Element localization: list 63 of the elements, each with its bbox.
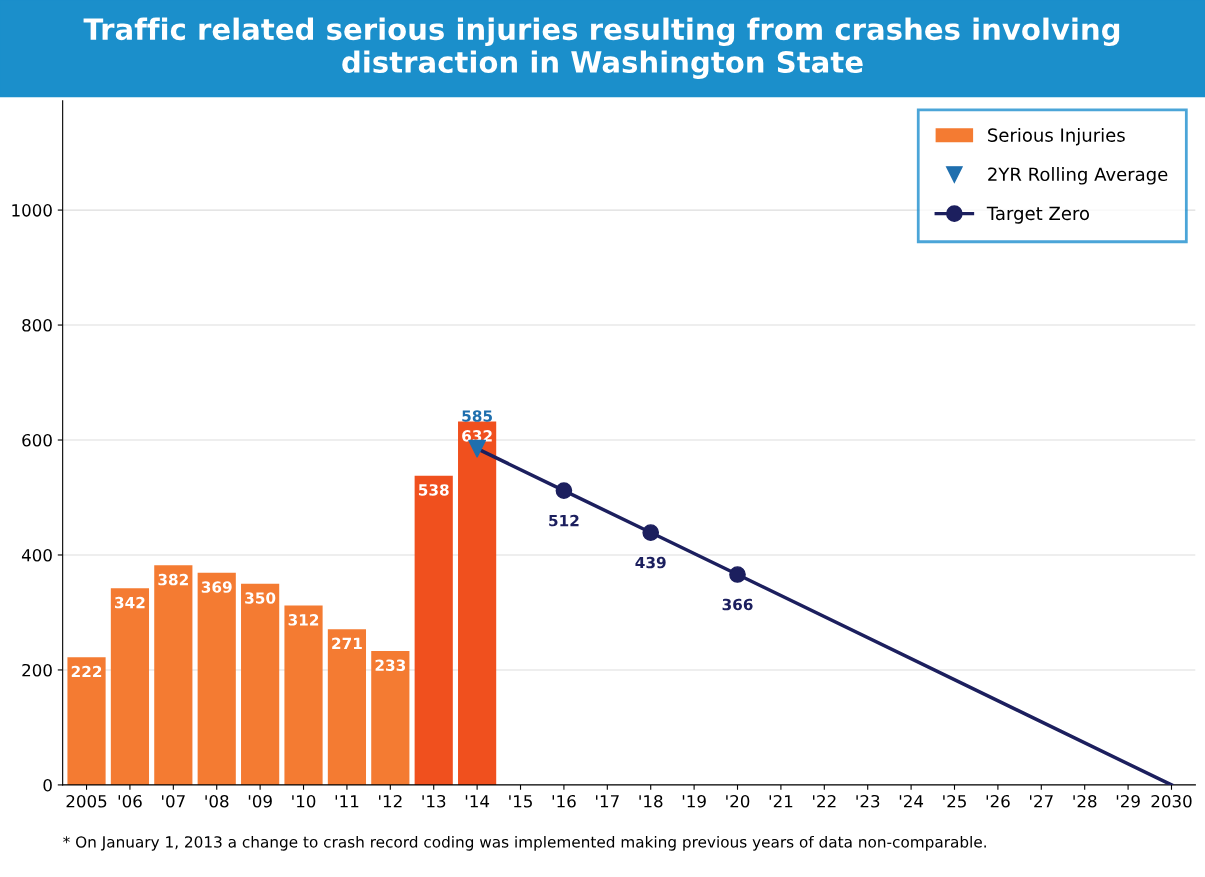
bar: [327, 629, 367, 785]
data-label: 233: [375, 659, 406, 672]
data-label: 369: [201, 581, 232, 593]
legend-label: 2YR Rolling Average: [988, 167, 1168, 185]
bar: [154, 565, 193, 785]
data-label: 585: [462, 410, 492, 422]
x-tick-label: 2005: [66, 794, 107, 808]
data-label: 222: [71, 665, 102, 678]
x-tick-label: '27: [1030, 794, 1053, 808]
bar: [414, 475, 453, 785]
x-tick-label: '24: [899, 794, 924, 808]
bar: [241, 583, 280, 785]
point: [642, 524, 660, 541]
x-tick-label: '13: [422, 794, 446, 808]
y-tick-label: 0: [43, 778, 52, 792]
legend-label: Serious Injuries: [988, 127, 1125, 146]
x-tick-label: '10: [292, 794, 316, 808]
x-tick-label: '19: [682, 794, 706, 808]
data-label: 538: [418, 484, 449, 496]
x-tick-label: '25: [943, 794, 966, 808]
chart-title: Traffic related serious injuries resulting from crashes involving distraction in Washington State: [83, 17, 1120, 79]
y-tick-label: 600: [22, 433, 52, 447]
x-tick-label: '17: [596, 795, 619, 808]
bar: [110, 588, 150, 785]
data-label: 271: [332, 637, 362, 649]
point: [729, 566, 746, 583]
x-tick-label: '12: [379, 794, 402, 808]
x-tick-label: '21: [769, 794, 793, 808]
x-tick-label: '09: [248, 794, 272, 808]
point: [555, 482, 573, 499]
y-tick-label: 1000: [12, 204, 52, 217]
bar: [458, 421, 497, 785]
x-tick-label: '22: [813, 794, 836, 808]
data-label: 312: [288, 614, 319, 626]
y-tick-label: 400: [21, 548, 52, 562]
legend-label: Target Zero: [986, 206, 1090, 224]
x-tick-label: '11: [335, 795, 359, 808]
x-tick-label: '28: [1073, 794, 1097, 808]
bar: [67, 657, 106, 785]
data-label: 342: [115, 596, 145, 609]
x-tick-label: '29: [1116, 794, 1140, 808]
x-tick-label: '26: [986, 794, 1010, 808]
data-label: 439: [635, 556, 666, 569]
bar: [197, 572, 236, 785]
x-tick-label: '23: [856, 794, 880, 808]
x-tick-label: '06: [118, 794, 142, 808]
x-tick-label: '07: [162, 794, 185, 808]
bar: [284, 605, 323, 785]
text: * On January 1, 2013 a change to crash record coding was implemented making previous years of data non-comparable.: [63, 835, 986, 851]
data-label: 512: [549, 514, 579, 527]
y-tick-label: 200: [22, 663, 52, 677]
data-label: 366: [722, 598, 753, 611]
data-label: 350: [245, 592, 276, 604]
x-tick-label: '14: [465, 795, 490, 808]
x-tick-label: '16: [552, 794, 576, 808]
x-tick-label: '20: [726, 794, 750, 808]
data-label: 382: [158, 573, 188, 586]
bar: [371, 650, 410, 785]
x-tick-label: 2030: [1151, 794, 1192, 808]
x-tick-label: '08: [205, 794, 229, 808]
x-tick-label: '15: [509, 795, 532, 808]
y-tick-label: 800: [22, 319, 52, 332]
x-tick-label: '18: [639, 794, 663, 808]
